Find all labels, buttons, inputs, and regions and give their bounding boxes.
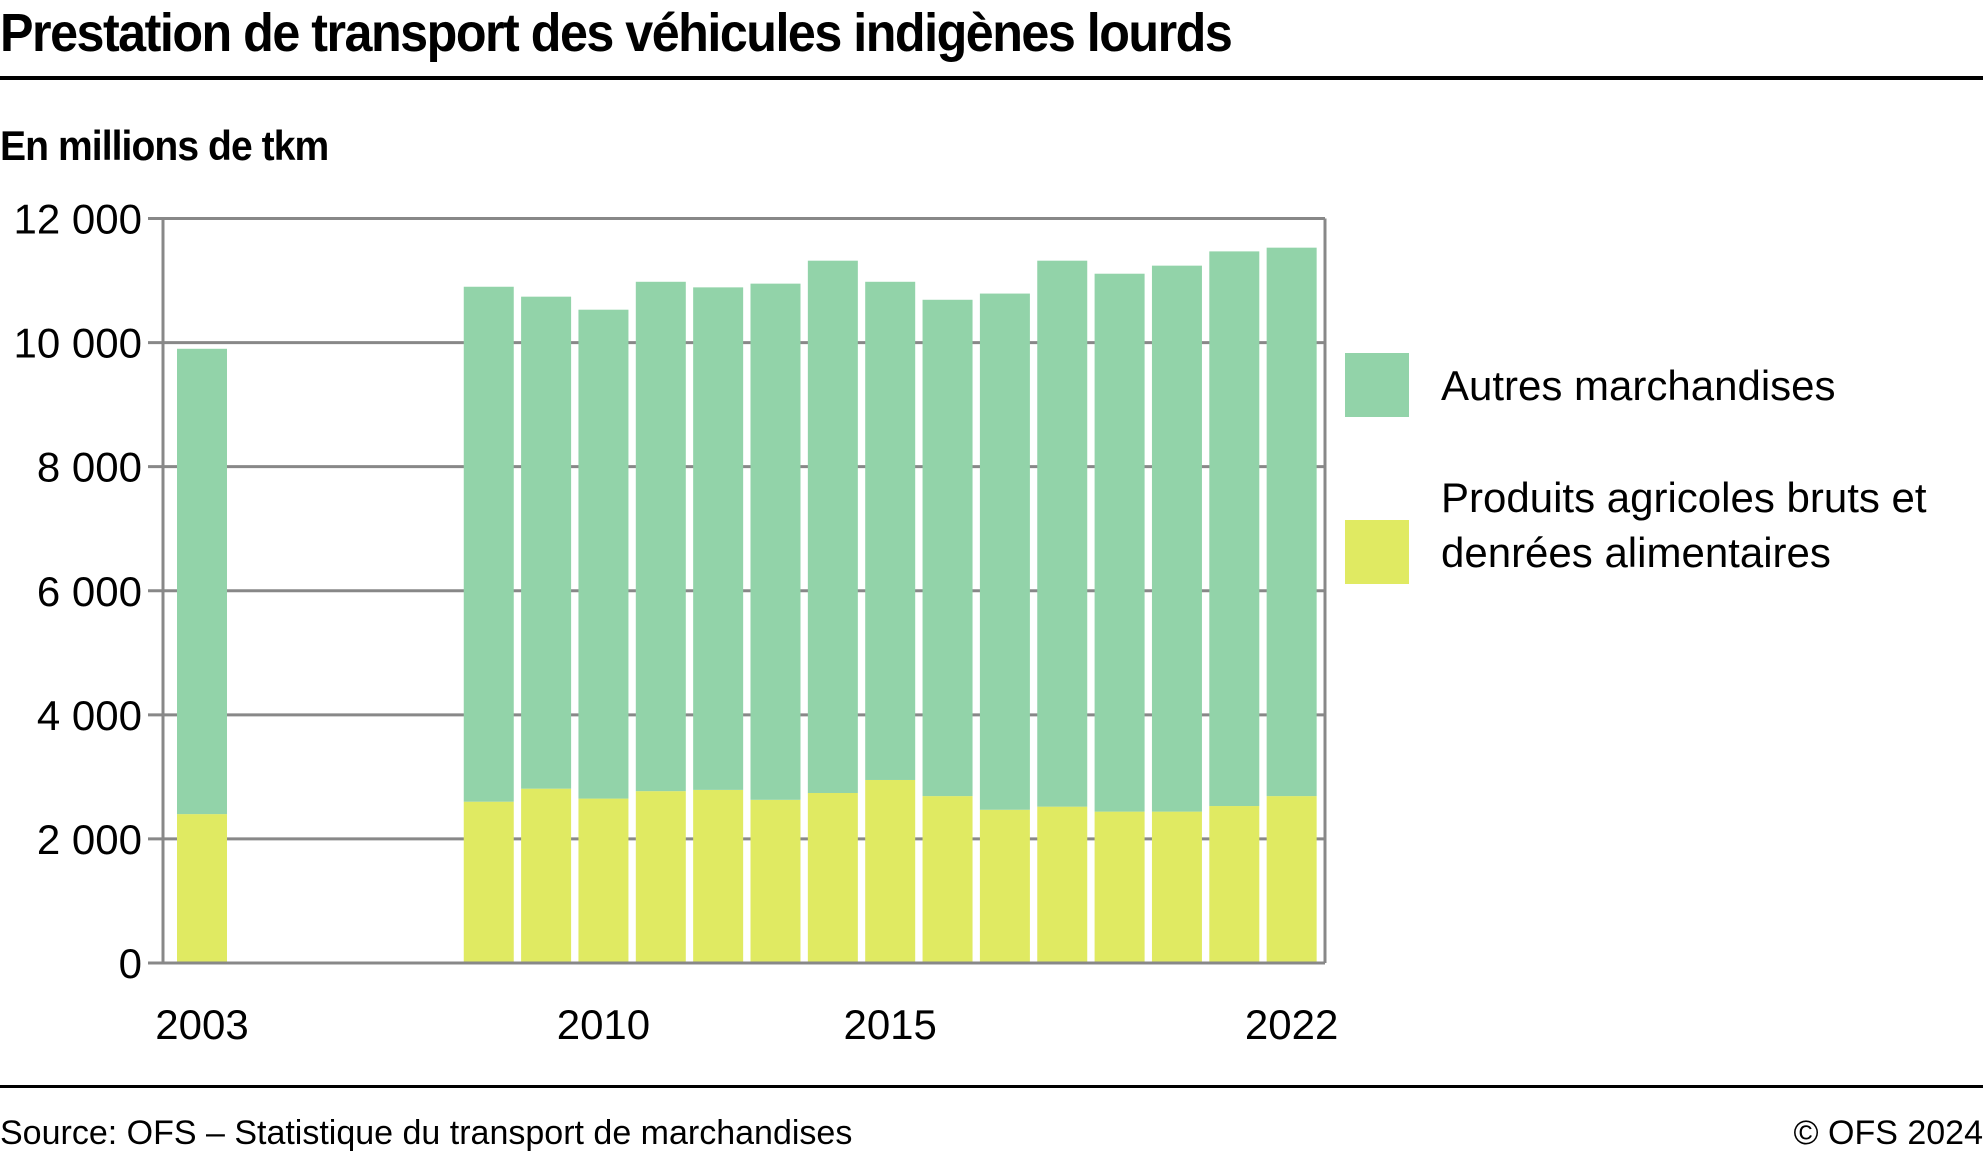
bar-autres-2008 [463,286,514,802]
bar-agricoles-2011 [635,791,686,963]
x-tick-labels: 2003 2010 2015 2022 [155,1001,1338,1048]
bar-autres-2014 [807,260,858,794]
y-tick-label: 6 000 [37,568,142,615]
x-tick-label: 2003 [155,1001,248,1048]
bar-agricoles-2016 [922,796,973,963]
x-tick-label: 2022 [1245,1001,1338,1048]
bar-autres-2013 [750,283,801,800]
y-tick-label: 4 000 [37,692,142,739]
bar-agricoles-2020 [1151,811,1202,963]
bar-agricoles-2021 [1209,806,1260,963]
bars [177,247,1317,963]
bar-autres-2010 [578,309,629,799]
source-note: Source: OFS – Statistique du transport d… [0,1114,853,1152]
bar-autres-2019 [1094,273,1145,812]
y-tick-labels: 0 2 000 4 000 6 000 8 000 10 000 12 000 [14,196,142,988]
bar-agricoles-2017 [979,809,1030,963]
chart-title: Prestation de transport des véhicules in… [0,3,1233,63]
bar-agricoles-2013 [750,799,801,963]
bar-autres-2009 [521,296,572,789]
bar-autres-2011 [635,281,686,792]
y-tick-label: 12 000 [14,196,142,243]
bar-autres-2015 [865,281,916,780]
bar-agricoles-2012 [693,789,744,963]
bar-agricoles-2010 [578,798,629,963]
legend-swatch-autres [1345,353,1409,417]
bar-agricoles-2008 [463,801,514,963]
bar-autres-2020 [1151,265,1202,812]
y-tick-label: 2 000 [37,816,142,863]
bar-agricoles-2022 [1266,796,1317,963]
copyright: © OFS 2024 [1793,1114,1983,1152]
bar-agricoles-2009 [521,788,572,963]
bar-autres-2022 [1266,247,1317,797]
bar-agricoles-2018 [1037,806,1088,963]
x-tick-label: 2010 [557,1001,650,1048]
legend-label-agricoles: Produits agricoles bruts et denrées alim… [1441,474,1927,576]
legend-label-autres: Autres marchandises [1441,362,1836,409]
bar-autres-2003 [177,348,227,815]
y-tick-label: 10 000 [14,320,142,367]
bar-agricoles-2015 [865,779,916,963]
bar-agricoles-2003 [177,814,227,963]
bar-autres-2012 [693,287,744,790]
bar-autres-2021 [1209,251,1260,807]
bar-autres-2018 [1037,260,1088,807]
x-tick-label: 2015 [843,1001,936,1048]
bar-agricoles-2014 [807,793,858,963]
legend-swatch-agricoles [1345,520,1409,584]
y-tick-label: 0 [119,940,142,987]
bar-autres-2017 [979,293,1030,810]
bar-autres-2016 [922,299,973,797]
y-tick-label: 8 000 [37,444,142,491]
footer-divider [0,1085,1983,1088]
axes [148,218,1327,965]
title-divider [0,76,1983,80]
chart-subtitle: En millions de tkm [0,122,329,169]
bar-agricoles-2019 [1094,811,1145,963]
